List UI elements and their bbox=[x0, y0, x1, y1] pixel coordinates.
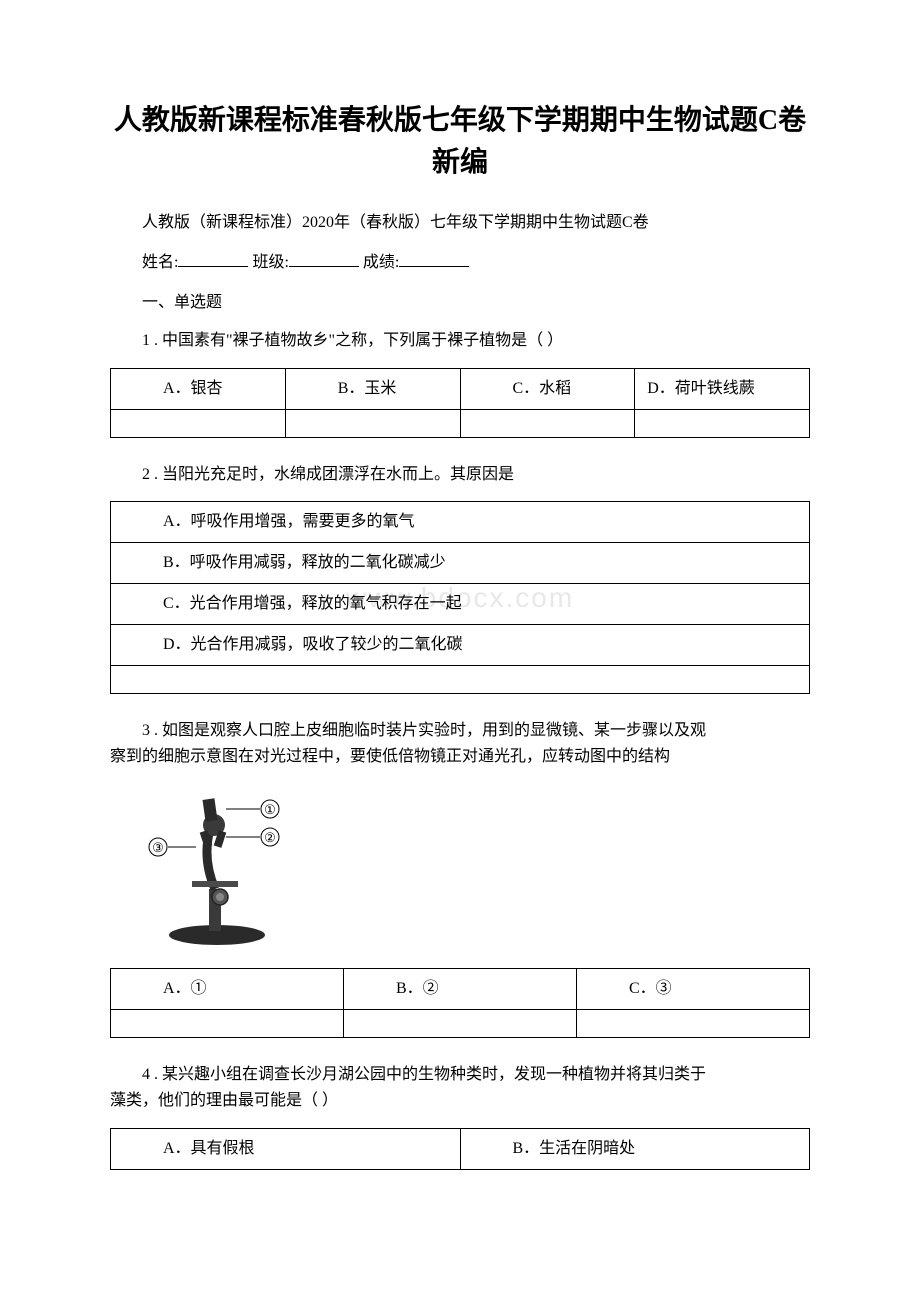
document-subtitle: 人教版（新课程标准）2020年（春秋版）七年级下学期期中生物试题C卷 bbox=[110, 208, 810, 232]
q2-option-c: C．光合作用增强，释放的氧气积存在一起 bbox=[111, 584, 810, 625]
q3-blank-b bbox=[344, 1010, 577, 1038]
q1-blank-b bbox=[285, 409, 460, 437]
q1-option-a: A．银杏 bbox=[111, 368, 286, 409]
q3-option-c: C．③ bbox=[577, 969, 810, 1010]
question-3-text: 3 . 如图是观察人口腔上皮细胞临时装片实验时，用到的显微镜、某一步骤以及观 察… bbox=[110, 718, 810, 769]
q1-blank-a bbox=[111, 409, 286, 437]
q3-option-a: A．① bbox=[111, 969, 344, 1010]
question-1-text: 1 . 中国素有"裸子植物故乡"之称，下列属于裸子植物是（ ） bbox=[110, 328, 810, 354]
q3-option-b: B．② bbox=[344, 969, 577, 1010]
score-blank bbox=[399, 251, 469, 267]
section-heading: 一、单选题 bbox=[110, 288, 810, 312]
student-info-line: 姓名: 班级: 成绩: bbox=[110, 248, 810, 272]
q1-option-b: B．玉米 bbox=[285, 368, 460, 409]
document-title: 人教版新课程标准春秋版七年级下学期期中生物试题C卷新编 bbox=[110, 100, 810, 184]
q4-option-a: A．具有假根 bbox=[111, 1128, 461, 1169]
q4-option-b: B．生活在阴暗处 bbox=[460, 1128, 810, 1169]
class-label: 班级: bbox=[252, 254, 288, 271]
q2-option-a: A．呼吸作用增强，需要更多的氧气 bbox=[111, 502, 810, 543]
question-4-options-table: A．具有假根 B．生活在阴暗处 bbox=[110, 1128, 810, 1170]
q1-blank-d bbox=[635, 409, 810, 437]
question-1-options-table: A．银杏 B．玉米 C．水稻 D．荷叶铁线蕨 bbox=[110, 368, 810, 438]
name-label: 姓名: bbox=[142, 254, 178, 271]
q3-blank-c bbox=[577, 1010, 810, 1038]
class-blank bbox=[289, 251, 359, 267]
microscope-icon: ① ② ③ bbox=[142, 789, 302, 949]
score-label: 成绩: bbox=[363, 254, 399, 271]
svg-text:②: ② bbox=[264, 830, 276, 845]
q1-blank-c bbox=[460, 409, 635, 437]
q3-blank-a bbox=[111, 1010, 344, 1038]
svg-text:①: ① bbox=[264, 802, 276, 817]
microscope-figure: ① ② ③ bbox=[142, 789, 810, 954]
name-blank bbox=[178, 251, 248, 267]
svg-text:③: ③ bbox=[152, 840, 164, 855]
question-4-text: 4 . 某兴趣小组在调查长沙月湖公园中的生物种类时，发现一种植物并将其归类于 藻… bbox=[110, 1062, 810, 1113]
question-2-options-table: A．呼吸作用增强，需要更多的氧气 B．呼吸作用减弱，释放的二氧化碳减少 C．光合… bbox=[110, 501, 810, 694]
q1-option-c: C．水稻 bbox=[460, 368, 635, 409]
q2-blank bbox=[111, 666, 810, 694]
question-2-text: 2 . 当阳光充足时，水绵成团漂浮在水而上。其原因是 bbox=[110, 462, 810, 488]
q1-option-d: D．荷叶铁线蕨 bbox=[635, 368, 810, 409]
question-3-options-table: A．① B．② C．③ bbox=[110, 968, 810, 1038]
q2-option-b: B．呼吸作用减弱，释放的二氧化碳减少 bbox=[111, 543, 810, 584]
q2-option-d: D．光合作用减弱，吸收了较少的二氧化碳 bbox=[111, 625, 810, 666]
